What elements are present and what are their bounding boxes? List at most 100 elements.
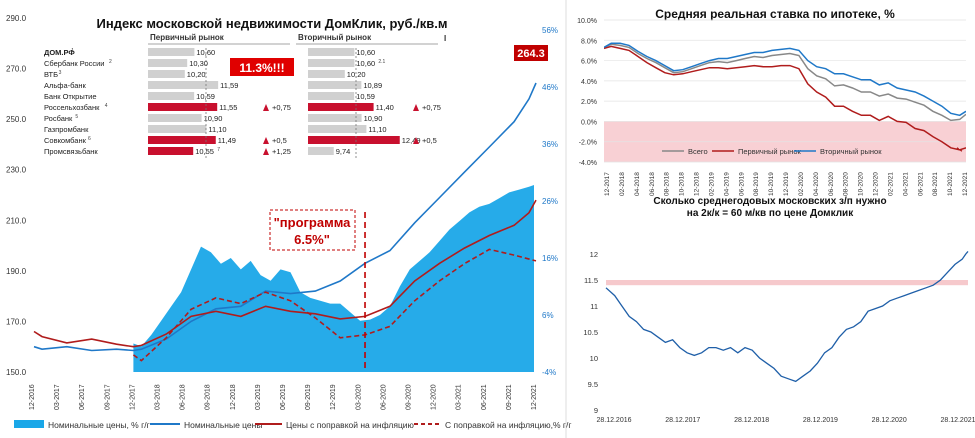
- table-bank-name: Газпромбанк: [44, 125, 89, 134]
- table-delta-secondary: +0,75: [422, 103, 441, 112]
- table-value-primary: 10,55: [195, 147, 214, 156]
- program-callout-line1: "программа: [274, 215, 352, 230]
- salary-band: [606, 280, 968, 286]
- table-bank-name: ВТБ: [44, 70, 58, 79]
- table-bar-primary: [148, 136, 216, 144]
- table-delta-primary: +0,5: [272, 136, 287, 145]
- line-series-real-yoy: [132, 248, 537, 362]
- rate-y-tick-label: 0.0%: [581, 119, 597, 126]
- salary-x-tick-label: 28.12.2020: [872, 417, 907, 424]
- table-bar-secondary: [308, 81, 362, 89]
- table-value-secondary: 11,10: [368, 125, 386, 134]
- table-header-third: I: [444, 34, 446, 43]
- rate-legend-label-primary: Первичный рынок: [738, 147, 801, 156]
- last-value-label: 264.3: [517, 48, 545, 60]
- salary-chart: Сколько среднегодовых московских з/п нуж…: [583, 196, 975, 424]
- rate-x-tick-label: 02-2018: [619, 172, 626, 196]
- salary-y-tick-label: 11.5: [584, 276, 598, 285]
- x-tick-label: 12-2016: [29, 384, 36, 410]
- table-bank-footnote: 2: [109, 59, 112, 65]
- table-value-primary-footnote: 7: [217, 147, 220, 153]
- table-bank-name: Банк Открытие: [44, 92, 97, 101]
- main-y-axis-right: -4% 6% 16% 26% 36% 46% 56%: [542, 26, 558, 377]
- table-value-primary: 10,59: [196, 92, 215, 101]
- y-left-tick-label: 170.0: [6, 317, 27, 326]
- main-chart: Индекс московской недвижимости ДомКлик, …: [6, 14, 571, 430]
- y-right-tick-label: 6%: [542, 311, 554, 320]
- rate-x-tick-label: 08-2018: [664, 172, 671, 196]
- rate-x-tick-label: 10-2021: [947, 172, 954, 196]
- rate-x-tick-label: 06-2021: [917, 172, 924, 196]
- rate-y-axis: 10.0% 8.0% 6.0% 4.0% 2.0% 0.0% -2.0% -4.0%: [577, 18, 966, 167]
- rate-y-tick-label: -2.0%: [579, 140, 597, 147]
- table-bank-name: Альфа-банк: [44, 81, 87, 90]
- salary-x-tick-label: 28.12.2018: [734, 417, 769, 424]
- salary-y-tick-label: 12: [590, 250, 598, 259]
- table-bank-name: Совкомбанк: [44, 136, 87, 145]
- table-bar-secondary: [308, 136, 400, 144]
- area-series-yoy-nominal: [133, 185, 534, 372]
- rate-x-tick-label: 10-2019: [768, 172, 775, 196]
- salary-x-axis: 28.12.2016 28.12.2017 28.12.2018 28.12.2019…: [596, 417, 975, 424]
- table-value-secondary: 10,59: [356, 92, 375, 101]
- x-tick-label: 03-2021: [456, 384, 463, 410]
- table-value-primary: 10,90: [204, 114, 223, 123]
- table-header-primary: Первичный рынок: [150, 33, 225, 42]
- table-bar-primary: [148, 59, 188, 67]
- y-left-tick-label: 190.0: [6, 267, 27, 276]
- rate-y-tick-label: 6.0%: [581, 59, 597, 66]
- rate-x-tick-label: 04-2019: [723, 172, 730, 196]
- rate-line-total: [604, 43, 966, 122]
- y-right-tick-label: 16%: [542, 254, 558, 263]
- table-bar-primary: [148, 92, 195, 100]
- table-value-secondary: 10,20: [347, 70, 366, 79]
- table-bar-primary: [148, 70, 185, 78]
- table-bar-primary: [148, 147, 194, 155]
- rate-x-tick-label: 10-2020: [858, 172, 865, 196]
- x-tick-label: 09-2018: [205, 384, 212, 410]
- rate-x-tick-label: 12-2021: [962, 172, 969, 196]
- salary-series-group: [605, 250, 969, 383]
- y-right-tick-label: 26%: [542, 197, 558, 206]
- y-left-tick-label: 230.0: [6, 166, 27, 175]
- table-bar-secondary: [308, 92, 355, 100]
- table-bank-footnote: 4: [105, 103, 108, 109]
- main-legend: Номинальные цены, % г/г Номинальные цены…: [14, 420, 571, 430]
- table-value-secondary: 10,60: [356, 48, 375, 57]
- legend-label-nominal: Номинальные цены: [184, 420, 262, 430]
- line-series-group: [33, 82, 537, 362]
- table-bar-primary: [148, 114, 202, 122]
- table-value-primary: 11,59: [220, 81, 238, 90]
- rate-x-tick-label: 04-2020: [813, 172, 820, 196]
- legend-label-real: Цены с поправкой на инфляцию: [286, 420, 415, 430]
- table-bank-footnote: 6: [88, 136, 91, 142]
- salary-y-tick-label: 9.5: [588, 380, 598, 389]
- table-bank-name: Промсвязьбанк: [44, 147, 98, 156]
- salary-x-tick-label: 28.12.2019: [803, 417, 838, 424]
- salary-y-axis: 12 11.5 11 10.5 10 9.5 9: [583, 250, 598, 415]
- table-bar-secondary: [308, 114, 362, 122]
- table-value-secondary-footnote: 2.1: [378, 59, 385, 65]
- table-value-primary: 10,30: [189, 59, 208, 68]
- y-right-tick-label: 56%: [542, 26, 558, 35]
- table-bank-name: Росбанк: [44, 114, 73, 123]
- table-value-secondary: 12,49: [402, 136, 421, 145]
- table-bank-name: ДОМ.РФ: [44, 48, 75, 57]
- table-value-primary: 11,55: [219, 103, 237, 112]
- x-tick-label: 06-2018: [180, 384, 187, 410]
- salary-y-tick-label: 9: [594, 406, 598, 415]
- salary-y-tick-label: 11: [590, 302, 598, 311]
- table-value-secondary: 11,40: [376, 103, 394, 112]
- main-x-axis: 12-2016 03-2017 06-2017 09-2017 12-2017 03-20…: [29, 384, 538, 410]
- rate-line-primary: [604, 45, 966, 151]
- legend-label-real-yoy: С поправкой на инфляцию,% г/г: [445, 420, 571, 430]
- rate-x-tick-label: 08-2021: [932, 172, 939, 196]
- y-right-tick-label: 36%: [542, 140, 558, 149]
- table-bar-secondary: [308, 147, 334, 155]
- rate-x-tick-label: 08-2019: [753, 172, 760, 196]
- x-tick-label: 12-2019: [330, 384, 337, 410]
- rate-series-group: [604, 42, 966, 153]
- x-tick-label: 03-2019: [255, 384, 262, 410]
- callout-11-badge: [230, 58, 294, 76]
